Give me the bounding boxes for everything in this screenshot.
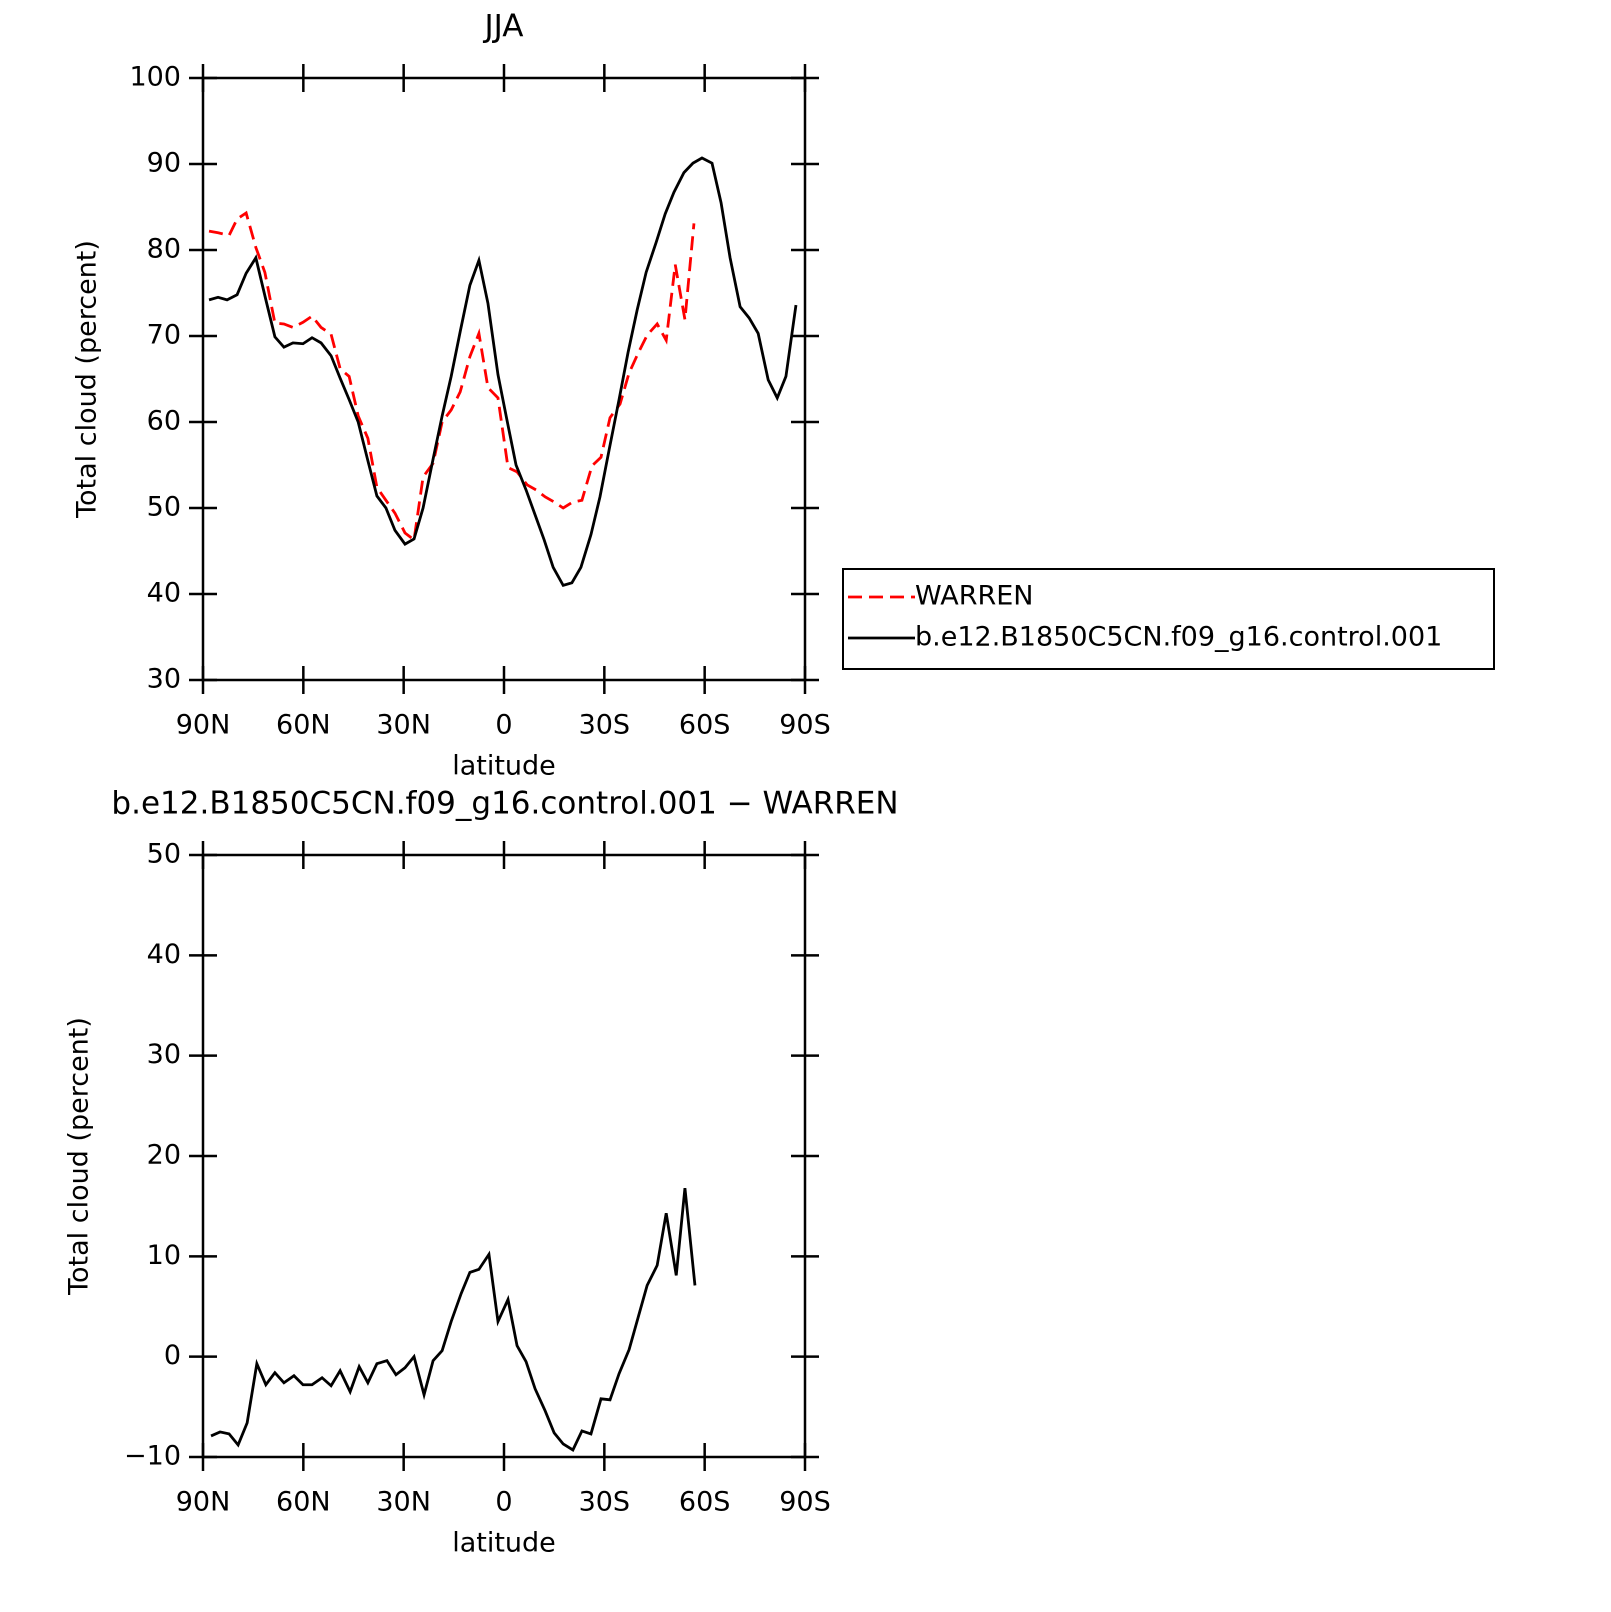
x-tick-label: 60S	[679, 710, 731, 741]
x-tick-label: 90S	[779, 710, 831, 741]
y-tick-label: 70	[147, 320, 181, 351]
y-tick-label: 50	[147, 492, 181, 523]
x-tick-label: 30S	[579, 1487, 631, 1518]
data-line	[210, 1187, 697, 1452]
y-tick-label: 20	[147, 1140, 181, 1171]
y-tick-label: 60	[147, 406, 181, 437]
data-line	[208, 156, 798, 588]
legend-label: WARREN	[915, 581, 1033, 612]
x-tick-label: 90S	[779, 1487, 831, 1518]
data-line	[208, 210, 696, 543]
x-tick-label: 90N	[176, 710, 231, 741]
y-axis-label: Total cloud (percent)	[72, 240, 103, 519]
y-tick-label: 40	[147, 939, 181, 970]
y-tick-label: 80	[147, 234, 181, 265]
x-tick-label: 0	[495, 710, 512, 741]
legend-box	[842, 568, 1495, 670]
y-tick-label: 90	[147, 148, 181, 179]
legend-label: b.e12.B1850C5CN.f09_g16.control.001	[915, 622, 1442, 653]
x-tick-label: 60S	[679, 1487, 731, 1518]
y-tick-label: 100	[129, 62, 181, 93]
chart-title: b.e12.B1850C5CN.f09_g16.control.001 − WA…	[111, 786, 898, 822]
y-tick-label: −10	[124, 1441, 181, 1472]
x-tick-label: 30N	[376, 1487, 431, 1518]
y-axis-label: Total cloud (percent)	[64, 1017, 95, 1296]
x-axis-label: latitude	[452, 751, 556, 782]
y-tick-label: 30	[147, 664, 181, 695]
y-tick-label: 10	[147, 1240, 181, 1271]
plot-frame	[201, 853, 807, 1459]
x-axis-label: latitude	[452, 1528, 556, 1559]
y-tick-label: 40	[147, 578, 181, 609]
x-tick-label: 60N	[276, 710, 331, 741]
y-tick-label: 0	[164, 1340, 181, 1371]
y-tick-label: 30	[147, 1039, 181, 1070]
x-tick-label: 90N	[176, 1487, 231, 1518]
y-tick-label: 50	[147, 839, 181, 870]
plot-frame	[201, 76, 807, 682]
x-tick-label: 30N	[376, 710, 431, 741]
x-tick-label: 30S	[579, 710, 631, 741]
chart-title: JJA	[483, 9, 524, 45]
x-tick-label: 0	[495, 1487, 512, 1518]
x-tick-label: 60N	[276, 1487, 331, 1518]
